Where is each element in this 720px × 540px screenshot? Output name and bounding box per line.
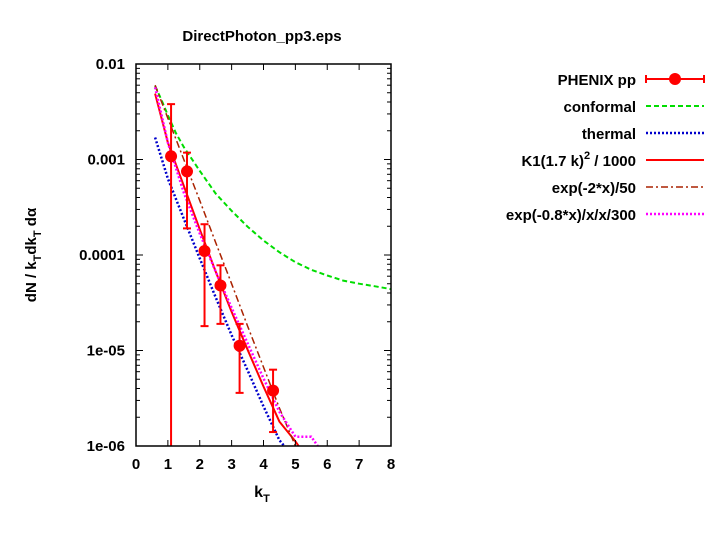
legend-label: exp(-0.8*x)/x/x/300 — [506, 207, 636, 224]
x-axis-label: kT — [254, 484, 270, 505]
y-tick-label: 0.001 — [87, 152, 125, 169]
x-tick-label: 8 — [387, 456, 395, 473]
legend-item-4: exp(-2*x)/50 — [552, 180, 704, 197]
legend-item-1: conformal — [563, 99, 704, 116]
marker-dot — [214, 279, 227, 292]
legend-item-0: PHENIX pp — [558, 72, 705, 89]
y-axis-label: dN / kTdkT dα — [23, 207, 44, 302]
legend-item-3: K1(1.7 k)2 / 1000 — [521, 150, 704, 170]
legend-label-suffix: / 1000 — [590, 153, 636, 170]
y-axis-label-part: dN / k — [23, 261, 40, 302]
data-point-5 — [267, 368, 280, 434]
y-tick-label: 0.01 — [96, 56, 125, 73]
x-tick-label: 3 — [227, 456, 235, 473]
legend-item-5: exp(-0.8*x)/x/x/300 — [506, 207, 704, 224]
x-tick-label: 1 — [164, 456, 172, 473]
legend-label: PHENIX pp — [558, 72, 636, 89]
y-axis-label-part: dk — [23, 236, 40, 254]
legend-label-text: exp(-0.8*x)/x/x/300 — [506, 207, 636, 224]
legend-label-sup: 2 — [584, 150, 590, 162]
series-line-2 — [153, 137, 286, 446]
legend-label-text: conformal — [563, 99, 636, 116]
legend-label: thermal — [582, 126, 636, 143]
x-tick-label: 4 — [259, 456, 268, 473]
y-tick-label: 0.0001 — [79, 247, 125, 264]
legend-label: conformal — [563, 99, 636, 116]
legend-label-text: thermal — [582, 126, 636, 143]
x-tick-label: 7 — [355, 456, 363, 473]
x-axis-label-main: k — [254, 484, 263, 501]
x-tick-label: 6 — [323, 456, 331, 473]
series-line-3 — [154, 93, 300, 446]
series-line-1 — [154, 85, 391, 291]
marker-dot — [198, 245, 211, 258]
legend-item-2: thermal — [582, 126, 704, 143]
x-tick-label: 2 — [196, 456, 204, 473]
marker-dot — [233, 339, 246, 352]
y-axis-label-sub: T — [32, 230, 44, 237]
legend-swatch-marker — [669, 73, 681, 85]
series-line-4 — [154, 84, 297, 446]
y-axis-label-part: dα — [23, 207, 40, 230]
data-point-2 — [198, 223, 211, 328]
marker-dot — [165, 150, 178, 163]
y-axis-label-sub: T — [32, 254, 44, 261]
x-axis-label-sub: T — [263, 493, 270, 505]
legend-label-text: exp(-2*x)/50 — [552, 180, 636, 197]
y-tick-label: 1e-05 — [87, 343, 125, 360]
legend-label: K1(1.7 k)2 / 1000 — [521, 150, 636, 170]
data-point-4 — [233, 322, 246, 394]
data-point-1 — [181, 151, 193, 230]
marker-dot — [181, 165, 193, 178]
chart-title: DirectPhoton_pp3.eps — [182, 28, 341, 45]
marker-dot — [267, 384, 280, 397]
y-tick-label: 1e-06 — [87, 438, 125, 455]
legend-label: exp(-2*x)/50 — [552, 180, 636, 197]
data-point-3 — [214, 264, 227, 325]
data-point-0 — [165, 103, 178, 446]
legend-label-text: K1(1.7 k) — [521, 153, 584, 170]
legend-label-text: PHENIX pp — [558, 72, 636, 89]
x-tick-label: 0 — [132, 456, 140, 473]
x-tick-label: 5 — [291, 456, 299, 473]
